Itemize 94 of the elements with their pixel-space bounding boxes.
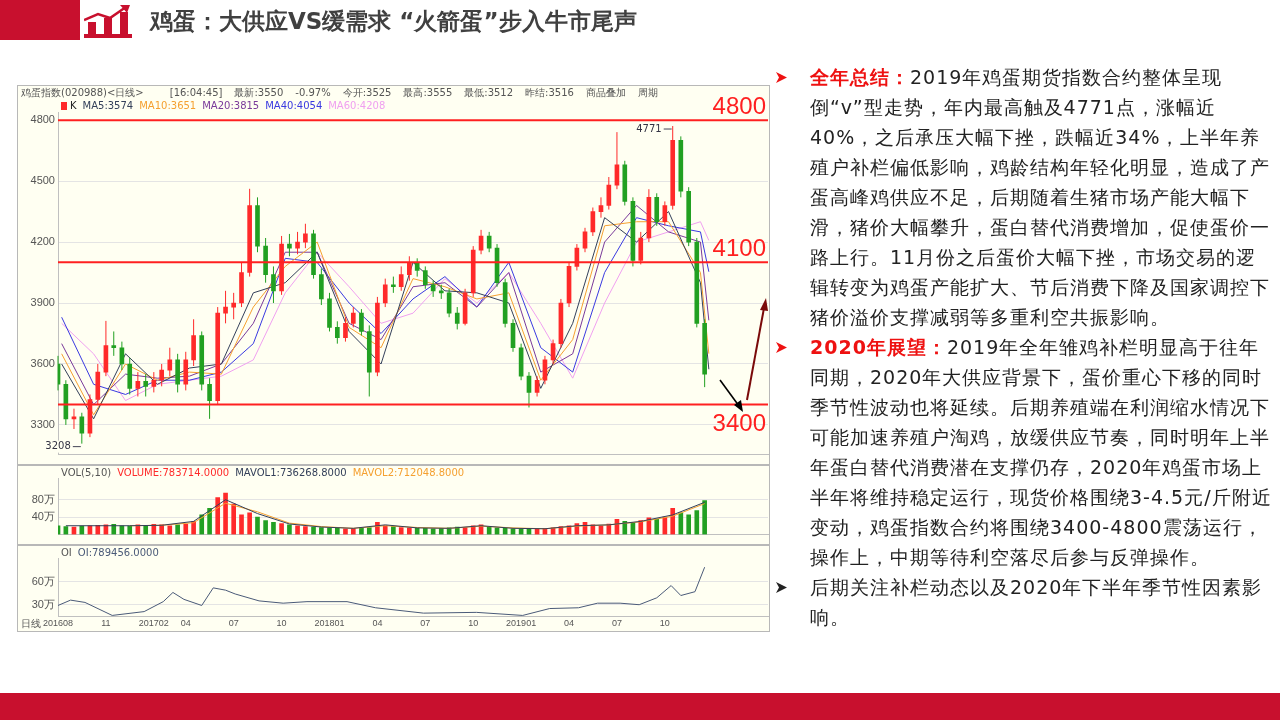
bar <box>151 524 157 535</box>
bar <box>398 527 404 535</box>
text: 今开:3525 <box>342 86 392 98</box>
y-tick-label: 4200 <box>30 235 55 248</box>
x-tick-label: 201901 <box>506 618 537 629</box>
y-tick-label: 4500 <box>30 174 55 187</box>
x-tick-label: 07 <box>228 618 239 629</box>
candlestick <box>391 276 396 294</box>
bar <box>327 527 332 535</box>
chart-title: VOL(5,10) <box>61 466 112 478</box>
bar <box>359 527 364 535</box>
x-tick-label: 07 <box>611 618 622 629</box>
bar <box>223 492 228 535</box>
y-tick-label: 30万 <box>31 597 55 610</box>
ref-line-label: 4100 <box>712 234 766 261</box>
text: OI:789456.0000 <box>77 546 159 558</box>
y-tick-label: 4800 <box>30 113 55 126</box>
text: MAVOL1:736268.8000 <box>235 466 347 478</box>
text: 商品叠加 <box>585 86 626 98</box>
bar <box>231 503 236 535</box>
candlestick <box>151 371 157 393</box>
text: 最高:3555 <box>403 86 453 98</box>
bar <box>407 527 412 535</box>
text: 最新:3550 <box>234 86 284 98</box>
bar <box>167 525 173 535</box>
bar <box>239 514 244 535</box>
candlestick <box>111 330 117 357</box>
y-tick-label: 3300 <box>30 417 55 430</box>
legend-label: K <box>70 99 77 111</box>
annotation: 4771 <box>636 122 662 134</box>
text: 昨结:3516 <box>525 86 574 98</box>
text: 2020年展望： <box>810 336 947 358</box>
text: 全年总结： <box>810 66 910 88</box>
text: MA40:4054 <box>265 99 323 111</box>
bar <box>127 525 133 535</box>
text: 后期关注补栏动态以及2020年下半年季节性因素影响。 <box>810 575 1264 630</box>
bar <box>215 497 221 535</box>
text: [16:04:45] <box>169 86 223 98</box>
bar <box>111 524 117 535</box>
bar <box>414 528 420 535</box>
text: MA60:4208 <box>328 99 386 111</box>
candlestick <box>223 290 228 324</box>
y-tick-label: 3600 <box>30 357 55 370</box>
bar <box>694 510 700 535</box>
annotation: 3208 <box>45 440 71 452</box>
series-label: VOLUME:783714.0000 <box>117 466 230 478</box>
text: MA10:3651 <box>139 99 197 111</box>
x-tick-label: 201801 <box>314 618 345 629</box>
x-tick-label: 201702 <box>138 618 169 629</box>
bar <box>686 514 692 535</box>
ref-line-label: 3400 <box>712 409 766 437</box>
y-tick-label: 60万 <box>31 574 55 587</box>
x-tick-label: 04 <box>564 618 575 629</box>
text: MA20:3815 <box>202 99 260 111</box>
bar <box>183 523 189 535</box>
bar <box>295 525 300 535</box>
bar <box>654 518 660 535</box>
candlestick <box>438 284 444 300</box>
x-tick-label: 10 <box>276 618 287 629</box>
y-tick-label: 40万 <box>31 510 55 523</box>
bar <box>287 524 292 535</box>
bar <box>702 500 707 535</box>
x-tick-label: 04 <box>180 618 191 629</box>
x-tick-label: 04 <box>372 618 383 629</box>
x-tick-label: 11 <box>101 618 111 629</box>
y-tick-label: 80万 <box>31 492 55 505</box>
bar <box>678 512 684 535</box>
bar <box>263 520 268 535</box>
x-axis-title: 日线 <box>21 617 41 629</box>
y-tick-label: 3900 <box>30 296 55 309</box>
bar <box>271 521 276 535</box>
bar <box>335 528 340 535</box>
bar <box>79 525 85 535</box>
ref-line-label: 4800 <box>712 91 766 119</box>
text: 最低:3512 <box>464 86 514 98</box>
x-tick-label: 07 <box>420 618 431 629</box>
bar <box>279 523 284 535</box>
text: MA5:3574 <box>82 99 134 111</box>
chart-title: OI <box>61 546 72 558</box>
bar <box>255 516 260 535</box>
text: -0.97% <box>295 86 331 98</box>
x-tick-label: 10 <box>468 618 479 629</box>
bar <box>247 512 252 535</box>
bar <box>470 525 476 535</box>
text: 周期 <box>637 86 658 98</box>
x-tick-label: 201608 <box>42 618 74 629</box>
bar <box>143 524 149 535</box>
x-tick-label: 10 <box>659 618 670 629</box>
chart-title: 鸡蛋指数(020988)<日线> <box>20 86 144 98</box>
bar <box>303 526 308 535</box>
bar <box>311 526 316 535</box>
text: 鸡蛋：大供应VS缓需求 “火箭蛋”步入牛市尾声 <box>150 7 637 36</box>
text: MAVOL2:712048.8000 <box>352 466 465 478</box>
bar <box>175 524 180 535</box>
